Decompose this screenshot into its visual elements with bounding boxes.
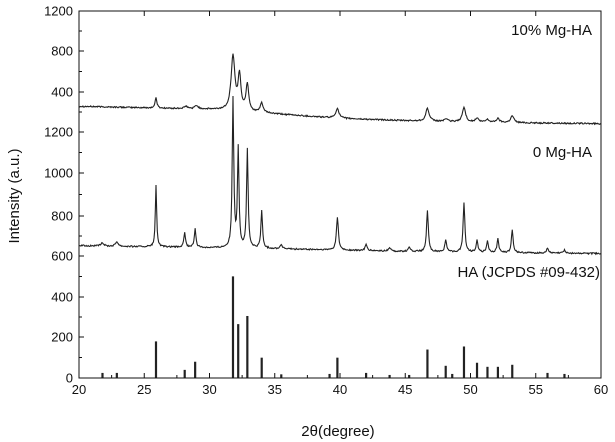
x-tick-label: 45	[398, 382, 412, 397]
y-tick-label: 800	[51, 209, 73, 224]
x-axis-title: 2θ(degree)	[301, 423, 374, 440]
plot-frame	[79, 11, 601, 378]
x-tick-label: 50	[463, 382, 477, 397]
y-tick-label: 1000	[44, 166, 73, 181]
y-tick-label: 400	[51, 85, 73, 100]
x-tick-label: 20	[72, 382, 86, 397]
y-tick-label: 600	[51, 249, 73, 264]
x-tick-label: 35	[268, 382, 282, 397]
panel-label-10-mg-ha: 10% Mg-HA	[511, 22, 592, 39]
x-tick-label: 25	[137, 382, 151, 397]
x-tick-label: 60	[594, 382, 608, 397]
y-axis-title: Intensity (a.u.)	[6, 148, 23, 243]
y-tick-label: 0	[66, 371, 73, 386]
y-tick-label: 200	[51, 330, 73, 345]
x-tick-label: 30	[202, 382, 216, 397]
axes: 2025303540455055600200400600800100012004…	[44, 4, 608, 398]
y-tick-label: 800	[51, 44, 73, 59]
y-tick-label: 1200	[44, 4, 73, 19]
y-tick-label: 400	[51, 290, 73, 305]
panel-label-ha-reference: HA (JCPDS #09-432)	[457, 264, 600, 281]
y-tick-label: 1200	[44, 125, 73, 140]
panel-label-0-mg-ha: 0 Mg-HA	[533, 144, 592, 161]
plot-area	[79, 54, 601, 378]
x-tick-label: 55	[529, 382, 543, 397]
series-line-0-mg-ha	[79, 96, 601, 254]
x-tick-label: 40	[333, 382, 347, 397]
series-line-10-mg-ha	[79, 54, 601, 125]
